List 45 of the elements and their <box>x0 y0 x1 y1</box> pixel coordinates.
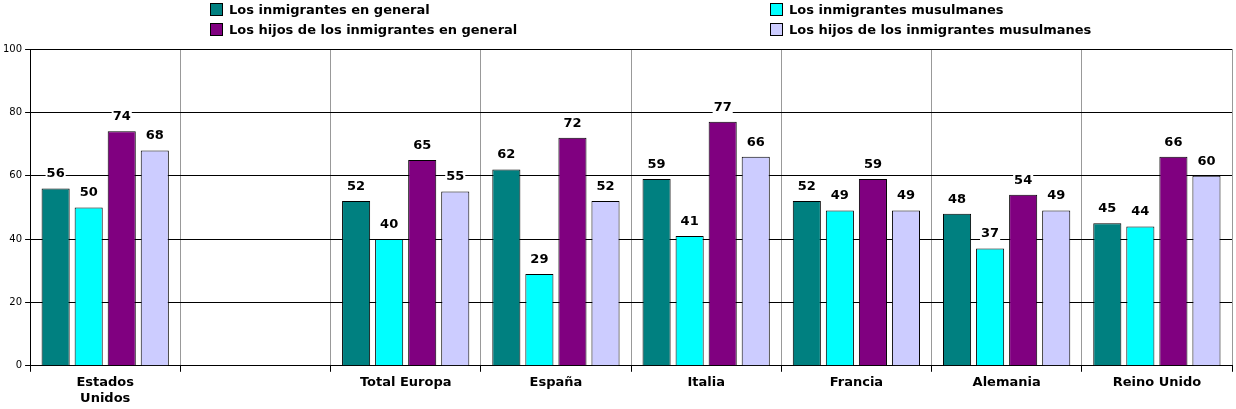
data-label: 66 <box>746 133 765 149</box>
data-label: 48 <box>948 190 967 206</box>
data-label: 55 <box>446 168 465 184</box>
x-tick-label: Italia <box>687 373 725 389</box>
legend-label: Los inmigrantes musulmanes <box>789 2 1004 17</box>
data-label: 45 <box>1098 200 1117 216</box>
legend-label: Los hijos de los inmigrantes en general <box>229 22 518 37</box>
data-label: 72 <box>563 114 582 130</box>
x-tick-label: Total Europa <box>359 373 452 389</box>
x-tick-label: Estados Unidos <box>76 373 135 405</box>
data-label: 40 <box>380 215 399 231</box>
data-label: 49 <box>830 187 849 203</box>
data-label: 50 <box>79 184 98 200</box>
x-tick-label: Francia <box>829 373 884 389</box>
data-label: 62 <box>497 146 516 162</box>
data-label: 49 <box>1047 187 1066 203</box>
y-tick-label: 40 <box>9 232 23 244</box>
data-label: 60 <box>1197 152 1216 168</box>
y-tick-label: 20 <box>9 296 23 308</box>
y-tick-label: 0 <box>15 359 23 371</box>
data-label: 68 <box>145 127 164 143</box>
data-label: 37 <box>981 225 1000 241</box>
data-label: 41 <box>680 212 699 228</box>
data-label: 52 <box>596 177 615 193</box>
data-label: 52 <box>797 177 816 193</box>
legend-label: Los hijos de los inmigrantes musulmanes <box>789 22 1092 37</box>
y-tick-label: 100 <box>2 42 23 54</box>
x-tick-label: Reino Unido <box>1112 373 1202 389</box>
data-label: 54 <box>1014 171 1033 187</box>
data-label: 59 <box>647 155 666 171</box>
data-label: 52 <box>347 177 366 193</box>
data-label: 56 <box>46 165 65 181</box>
legend-label: Los inmigrantes en general <box>229 2 430 17</box>
data-label: 59 <box>863 155 882 171</box>
data-label: 77 <box>713 98 732 114</box>
x-tick-label: Alemania <box>972 373 1041 389</box>
data-label: 66 <box>1164 133 1183 149</box>
y-tick-label: 80 <box>9 105 23 117</box>
data-label: 74 <box>112 108 131 124</box>
data-label: 29 <box>530 250 549 266</box>
data-label: 65 <box>413 136 432 152</box>
data-label: 44 <box>1131 203 1150 219</box>
data-label: 49 <box>896 187 916 203</box>
x-tick-label: España <box>529 373 583 389</box>
y-tick-label: 60 <box>9 169 23 181</box>
